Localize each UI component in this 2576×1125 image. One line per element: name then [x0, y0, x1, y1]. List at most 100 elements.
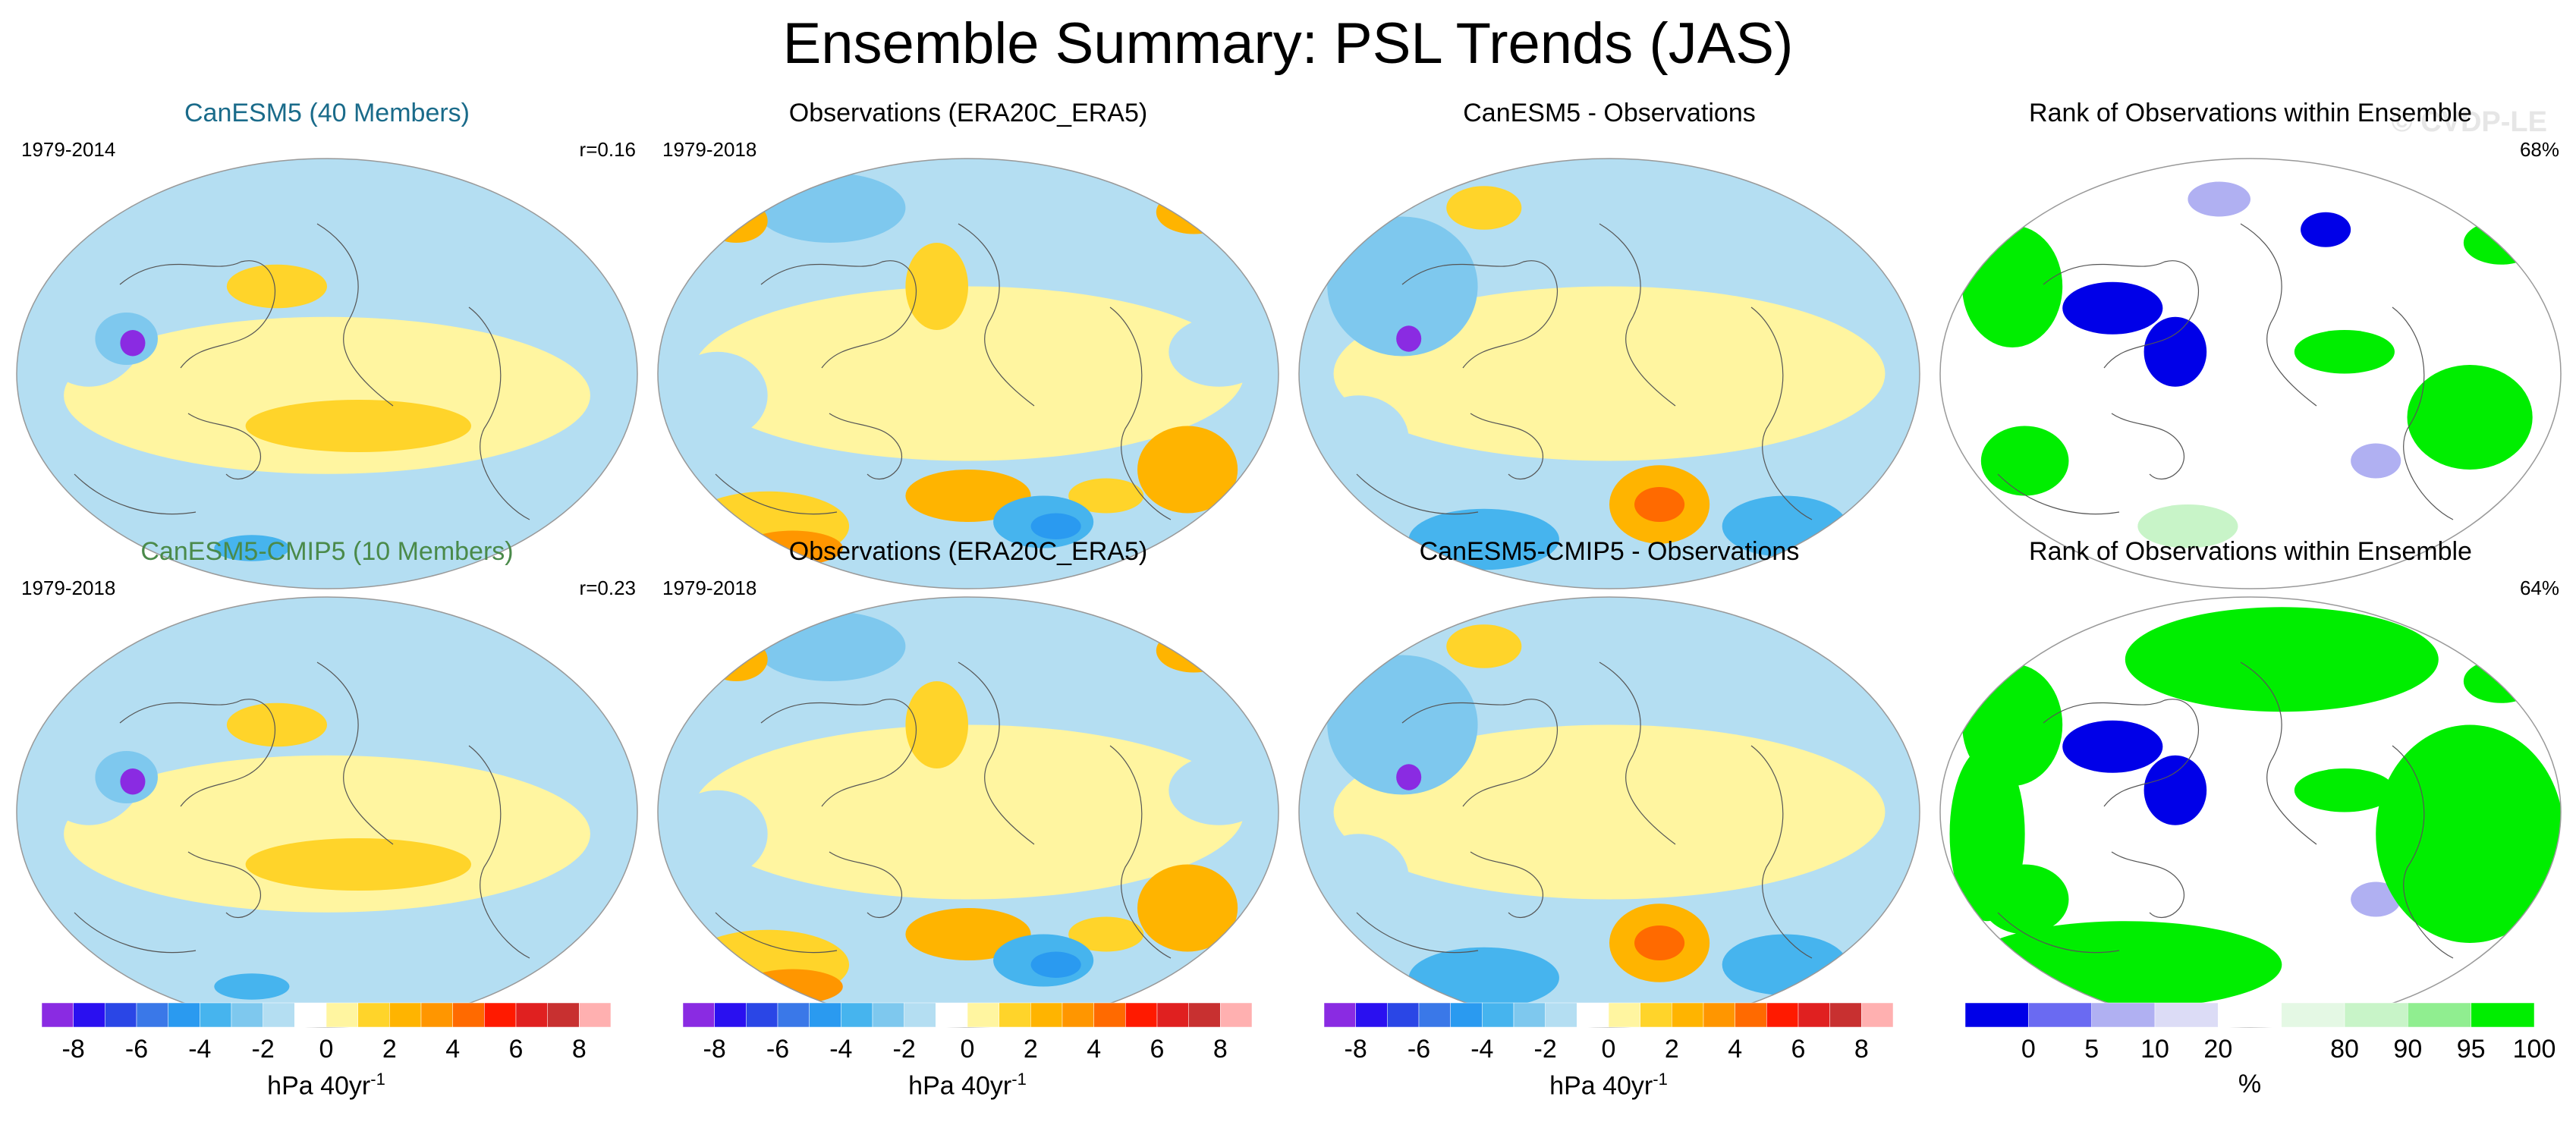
panel-title: Observations (ERA20C_ERA5) — [788, 99, 1148, 127]
map-contour — [1446, 186, 1522, 230]
panel-period: 1979-2018 — [21, 577, 116, 599]
map-panel: Observations (ERA20C_ERA5) 1979-2018 — [655, 537, 1282, 1034]
map-contour — [120, 768, 146, 795]
map-contour — [2144, 316, 2207, 387]
coastline — [1401, 699, 1558, 807]
coastline — [74, 473, 197, 515]
map-outline — [1298, 158, 1920, 589]
world-map — [16, 158, 638, 589]
coastline — [1599, 661, 1676, 845]
map-contour — [755, 611, 906, 681]
map-contour — [2137, 504, 2238, 548]
world-map — [16, 596, 638, 1028]
map-contour — [2125, 607, 2439, 712]
colorbar-tick: -2 — [892, 1035, 916, 1064]
colorbar-swatch — [682, 1002, 715, 1028]
colorbar-swatch — [294, 1002, 327, 1028]
map-contour — [1068, 916, 1144, 952]
panel-title: CanESM5 - Observations — [1463, 99, 1756, 127]
colorbar-tick: 0 — [960, 1035, 975, 1064]
colorbar-swatch — [200, 1002, 232, 1028]
colorbar-swatch — [841, 1002, 873, 1028]
colorbar-rank: 0 5 10 20 80 90 95 100% — [1954, 1001, 2556, 1123]
colorbar-tick: -4 — [1470, 1035, 1494, 1064]
colorbar-tick: 100 — [2512, 1035, 2556, 1064]
colorbar-tick: 4 — [1087, 1035, 1102, 1064]
colorbar-swatch — [809, 1002, 841, 1028]
map-contour — [1156, 190, 1231, 234]
colorbar-tick: 4 — [445, 1035, 461, 1064]
colorbar-tick: -6 — [124, 1035, 149, 1064]
colorbar-swatch — [1355, 1002, 1388, 1028]
map-contour — [245, 400, 471, 452]
colorbar-units: hPa 40yr-1 — [908, 1070, 1027, 1101]
colorbar-swatch — [999, 1002, 1031, 1028]
colorbar-tick: 10 — [2140, 1035, 2169, 1064]
colorbar-swatch — [1703, 1002, 1735, 1028]
map-contour — [1168, 755, 1269, 825]
map-contour — [2301, 212, 2351, 247]
colorbar-tick: 2 — [1664, 1035, 1679, 1064]
colorbar-swatch — [1220, 1002, 1253, 1028]
map-contour — [2294, 330, 2395, 374]
map-contour — [1308, 395, 1409, 483]
map-contour — [214, 535, 290, 561]
map-contour — [1962, 225, 2063, 347]
map-contour — [439, 624, 590, 695]
map-contour — [2062, 281, 2163, 335]
coastline — [468, 306, 530, 520]
coastline — [715, 912, 838, 954]
coastline — [760, 260, 917, 369]
colorbar-swatch — [231, 1002, 263, 1028]
coastline — [2043, 260, 2199, 369]
colorbar-swatch — [1450, 1002, 1483, 1028]
colorbar-swatches — [41, 1002, 612, 1028]
colorbar-tick: 4 — [1728, 1035, 1743, 1064]
map-contour — [2188, 181, 2250, 217]
map-contour — [1968, 921, 2282, 1009]
map-contour — [1396, 764, 1422, 790]
colorbar-swatch — [2471, 1002, 2535, 1028]
map-outline — [16, 158, 638, 589]
coastline — [2392, 745, 2454, 959]
colorbar-swatch — [746, 1002, 778, 1028]
map-panel: CanESM5 (40 Members) 1979-2014 r=0.16 — [14, 99, 640, 595]
colorbar-swatch — [2344, 1002, 2408, 1028]
panel-period: 1979-2014 — [21, 138, 116, 161]
coastline — [1599, 223, 1676, 407]
colorbar-swatch — [1030, 1002, 1063, 1028]
colorbar-swatch — [2218, 1002, 2282, 1028]
coastline — [829, 851, 903, 918]
map-contour — [2294, 768, 2395, 812]
colorbar-swatch — [389, 1002, 422, 1028]
colorbar-tick: 0 — [1601, 1035, 1616, 1064]
map-contour — [226, 702, 328, 747]
map-contour — [1408, 508, 1559, 570]
coastline — [2111, 413, 2185, 479]
colorbar-swatch — [1672, 1002, 1704, 1028]
colorbar-swatch — [136, 1002, 168, 1028]
map-contour — [2376, 724, 2561, 943]
colorbar-units: % — [2238, 1070, 2262, 1098]
colorbar-swatch — [1545, 1002, 1577, 1028]
map-contour — [1030, 513, 1081, 539]
colorbar-swatch — [1513, 1002, 1546, 1028]
colorbar-swatch — [484, 1002, 517, 1028]
colorbar-swatch — [1093, 1002, 1126, 1028]
world-map — [1298, 596, 1920, 1028]
map-contour — [1308, 834, 1409, 922]
world-map — [657, 158, 1279, 589]
map-contour — [705, 199, 768, 243]
colorbar-swatch — [1188, 1002, 1221, 1028]
map-panel: CanESM5-CMIP5 - Observations — [1296, 537, 1923, 1034]
map-contour — [1137, 864, 1238, 952]
coastline — [119, 699, 275, 807]
map-contour — [2407, 365, 2533, 470]
panel-title: CanESM5 (40 Members) — [184, 99, 470, 127]
coastline — [1470, 851, 1544, 918]
map-contour — [692, 286, 1244, 461]
colorbar-swatch — [714, 1002, 747, 1028]
panel-stat: 68% — [2519, 138, 2559, 161]
colorbar-tick: 80 — [2330, 1035, 2359, 1064]
colorbar-swatch — [2091, 1002, 2156, 1028]
